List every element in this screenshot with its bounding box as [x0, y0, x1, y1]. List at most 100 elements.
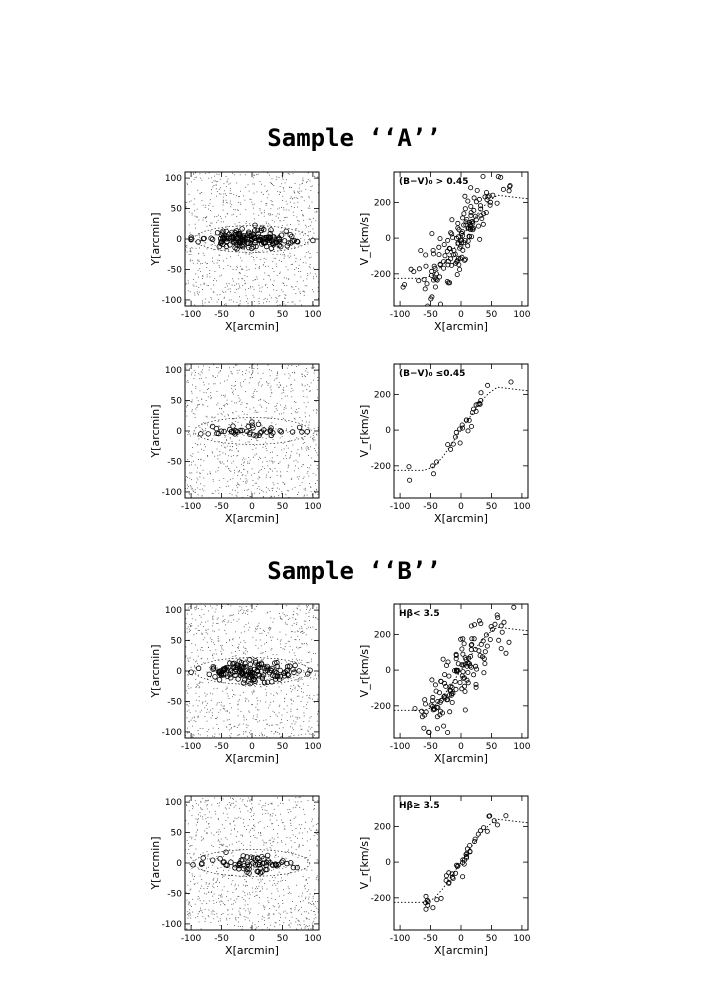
- field-point: [243, 733, 244, 735]
- x-tick-label: 50: [486, 502, 498, 512]
- data-point: [478, 390, 484, 396]
- data-point: [284, 860, 290, 867]
- field-point: [197, 663, 198, 665]
- field-point: [254, 929, 256, 930]
- data-point: [445, 262, 451, 268]
- field-point: [207, 915, 209, 916]
- field-point: [216, 618, 218, 620]
- field-point: [273, 379, 275, 381]
- field-point: [316, 859, 318, 861]
- field-point: [263, 194, 264, 195]
- field-point: [297, 206, 298, 208]
- data-point: [455, 255, 461, 261]
- field-point: [276, 275, 278, 277]
- data-point: [299, 429, 305, 435]
- field-point: [207, 424, 208, 426]
- field-point: [245, 660, 247, 662]
- field-point: [247, 610, 249, 612]
- field-point: [189, 625, 191, 627]
- field-point: [207, 855, 209, 857]
- field-point: [195, 834, 197, 836]
- field-point: [239, 807, 241, 809]
- data-point: [239, 857, 246, 863]
- field-point: [197, 829, 199, 831]
- field-point: [252, 183, 254, 185]
- field-point: [227, 455, 229, 457]
- field-point: [304, 494, 305, 496]
- field-point: [245, 910, 247, 912]
- field-point: [216, 448, 218, 450]
- data-point: [466, 234, 472, 240]
- field-point: [231, 803, 233, 805]
- field-point: [220, 370, 222, 371]
- field-point: [213, 242, 215, 244]
- field-point: [222, 461, 223, 463]
- disk-outline: [193, 417, 311, 445]
- field-point: [292, 649, 293, 651]
- field-point: [271, 648, 273, 649]
- field-point: [239, 300, 241, 302]
- field-point: [218, 372, 220, 374]
- field-point: [193, 172, 195, 174]
- field-point: [266, 203, 268, 205]
- field-point: [301, 448, 303, 450]
- field-point: [299, 233, 301, 235]
- field-point: [266, 723, 268, 725]
- field-point: [197, 717, 199, 719]
- data-point: [428, 702, 434, 708]
- field-point: [217, 867, 219, 869]
- field-point: [307, 447, 309, 449]
- data-point: [290, 666, 296, 673]
- field-point: [279, 722, 281, 724]
- field-point: [269, 627, 271, 629]
- field-point: [237, 917, 239, 919]
- field-point: [241, 897, 243, 899]
- field-point: [218, 425, 220, 427]
- data-point: [290, 864, 297, 871]
- field-point: [307, 831, 308, 833]
- field-point: [276, 409, 278, 411]
- data-point: [455, 661, 461, 667]
- field-point: [204, 430, 206, 431]
- field-point: [280, 231, 282, 232]
- field-point: [233, 455, 235, 456]
- field-point: [241, 463, 242, 465]
- field-point: [227, 924, 228, 925]
- field-point: [306, 606, 308, 608]
- field-point: [267, 826, 269, 827]
- x-axis-label: X[arcmin]: [225, 944, 279, 957]
- field-point: [297, 717, 299, 718]
- data-point: [223, 849, 229, 855]
- field-point: [198, 911, 200, 913]
- data-point: [430, 251, 436, 257]
- field-point: [198, 897, 200, 899]
- field-point: [245, 606, 247, 607]
- field-point: [314, 241, 316, 243]
- x-tick-label: -100: [181, 310, 202, 320]
- field-point: [304, 285, 306, 287]
- data-point: [261, 680, 268, 686]
- field-point: [283, 922, 285, 924]
- section-title-b: Sample ‘‘B’’: [267, 557, 441, 585]
- field-point: [226, 710, 228, 712]
- data-point: [259, 225, 265, 231]
- field-point: [293, 207, 295, 208]
- field-point: [237, 227, 239, 229]
- field-point: [231, 652, 233, 654]
- field-point: [243, 469, 244, 470]
- field-point: [309, 620, 310, 621]
- data-point: [430, 905, 436, 911]
- field-point: [213, 886, 215, 888]
- field-point: [187, 732, 189, 734]
- field-point: [207, 455, 208, 456]
- field-point: [288, 497, 290, 498]
- field-point: [237, 715, 239, 717]
- field-point: [191, 925, 192, 926]
- field-point: [283, 254, 285, 255]
- field-point: [220, 218, 222, 220]
- field-point: [250, 798, 252, 800]
- field-point: [206, 720, 208, 722]
- field-point: [232, 390, 234, 392]
- field-point: [279, 273, 281, 274]
- field-point: [253, 815, 255, 816]
